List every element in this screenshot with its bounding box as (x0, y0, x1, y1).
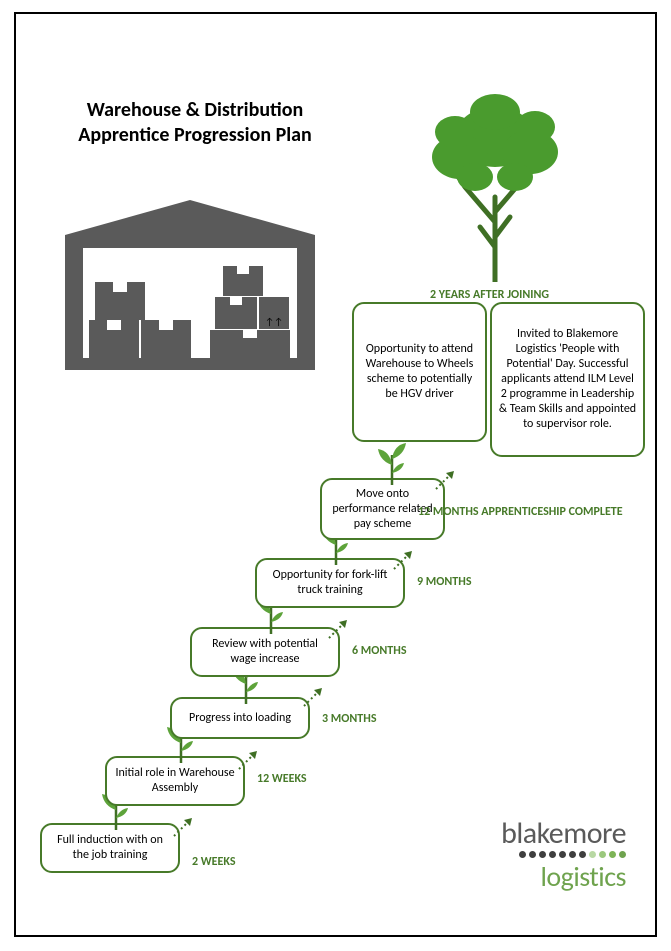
time-label-1: 12 WEEKS (257, 772, 307, 786)
step-box-1: Initial role in Warehouse Assembly (105, 756, 245, 806)
page-title: Warehouse & Distribution Apprentice Prog… (50, 98, 340, 148)
logo-text-top: blakemore (501, 819, 626, 849)
step-box-0: Full induction with on the job training (40, 823, 180, 873)
time-label-5: 12 MONTHS APPRENTICESHIP COMPLETE (418, 505, 623, 519)
connector-arrow-1 (235, 743, 265, 773)
logo-text-bottom: logistics (501, 863, 626, 891)
sprout-icon-5 (372, 435, 412, 485)
step-box-3: Review with potential wage increase (190, 627, 340, 677)
logo: blakemore logistics (501, 819, 626, 891)
warehouse-icon: ↑↑ (65, 200, 315, 370)
time-label-3: 6 MONTHS (352, 644, 407, 658)
svg-text:↑↑: ↑↑ (265, 315, 283, 328)
connector-arrow-3 (325, 612, 355, 642)
tree-icon (410, 82, 580, 282)
time-label-4: 9 MONTHS (417, 575, 472, 589)
connector-arrow-0 (170, 810, 200, 840)
time-label-top: 2 YEARS AFTER JOINING (430, 288, 549, 302)
connector-arrow-4 (390, 543, 420, 573)
connector-arrow-2 (300, 680, 330, 710)
top-box-1: Invited to Blakemore Logistics 'People w… (490, 302, 645, 457)
top-box-0: Opportunity to attend Warehouse to Wheel… (352, 302, 487, 442)
time-label-0: 2 WEEKS (192, 855, 236, 869)
time-label-2: 3 MONTHS (322, 712, 377, 726)
connector-arrow-5 (432, 463, 462, 493)
step-box-4: Opportunity for fork-lift truck training (255, 558, 405, 608)
